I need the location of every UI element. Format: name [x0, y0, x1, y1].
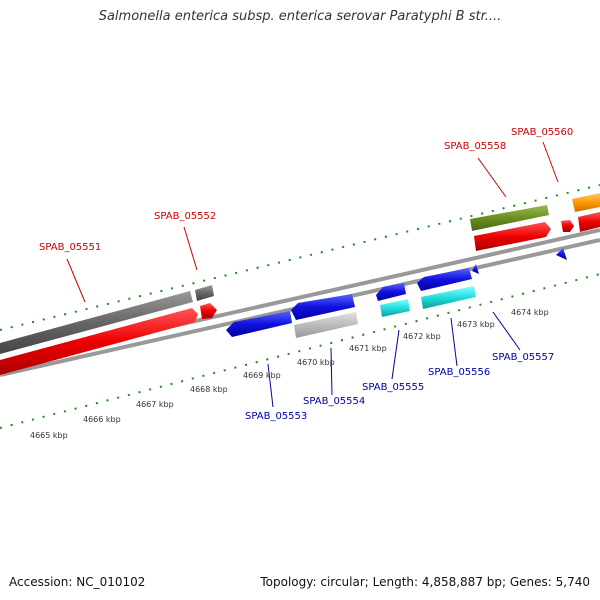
- gene-spab-05556-cyan: [421, 286, 476, 309]
- label-spab-05551: SPAB_05551: [39, 242, 101, 253]
- scale-ruler: [0, 273, 600, 429]
- gene-spab-05557-blue: [472, 264, 479, 274]
- gene-spab-05558-olive: [470, 205, 549, 231]
- gene-spab-05560-red: [561, 220, 574, 232]
- gene-spab-05551-gray: [0, 291, 193, 354]
- tick-label-4665: 4665 kbp: [30, 431, 68, 440]
- label-spab-05560: SPAB_05560: [511, 127, 573, 138]
- gene-spab-05560-orange: [572, 193, 600, 212]
- gene-spab-05554-blue: [291, 294, 355, 320]
- scale-tick-labels: 4665 kbp 4666 kbp 4667 kbp 4668 kbp 4669…: [30, 308, 549, 440]
- gene-spab-05551-red: [0, 308, 198, 375]
- gene-red-far-right: [578, 212, 600, 232]
- gene-spab-05553-blue: [226, 311, 292, 337]
- label-spab-05556: SPAB_05556: [428, 367, 490, 378]
- gene-blue-small-right: [556, 248, 567, 260]
- gene-spab-05552-gray: [195, 285, 214, 301]
- gene-spab-05552-red: [200, 303, 217, 319]
- tick-label-4670: 4670 kbp: [297, 358, 335, 367]
- label-spab-05552: SPAB_05552: [154, 211, 216, 222]
- tick-label-4666: 4666 kbp: [83, 415, 121, 424]
- outer-tick-ring: [0, 184, 600, 331]
- tick-label-4669: 4669 kbp: [243, 371, 281, 380]
- gene-spab-05555-blue: [376, 283, 406, 301]
- gene-spab-05554-gray: [294, 312, 358, 338]
- tick-label-4672: 4672 kbp: [403, 332, 441, 341]
- label-spab-05553: SPAB_05553: [245, 411, 307, 422]
- label-spab-05554: SPAB_05554: [303, 396, 365, 407]
- label-spab-05557: SPAB_05557: [492, 352, 554, 363]
- accession-text: Accession: NC_010102: [9, 575, 146, 589]
- tick-label-4668: 4668 kbp: [190, 385, 228, 394]
- gene-spab-05558-red: [474, 222, 551, 251]
- gene-spab-05555-cyan: [380, 299, 410, 317]
- tick-label-4673: 4673 kbp: [457, 320, 495, 329]
- reverse-leaders: [267, 311, 521, 408]
- forward-leaders: [66, 141, 559, 303]
- forward-gene-labels: SPAB_05551 SPAB_05552 SPAB_05558 SPAB_05…: [39, 127, 573, 253]
- tick-label-4671: 4671 kbp: [349, 344, 387, 353]
- reverse-gene-labels: SPAB_05553 SPAB_05554 SPAB_05555 SPAB_05…: [245, 352, 554, 422]
- topology-summary: Topology: circular; Length: 4,858,887 bp…: [260, 575, 590, 589]
- label-spab-05558: SPAB_05558: [444, 141, 506, 152]
- forward-genes: [0, 193, 600, 375]
- gene-spab-05556-blue: [417, 268, 472, 291]
- label-spab-05555: SPAB_05555: [362, 382, 424, 393]
- reverse-genes: [226, 248, 567, 338]
- tick-label-4674: 4674 kbp: [511, 308, 549, 317]
- tick-label-4667: 4667 kbp: [136, 400, 174, 409]
- map-title: Salmonella enterica subsp. enterica sero…: [98, 9, 502, 24]
